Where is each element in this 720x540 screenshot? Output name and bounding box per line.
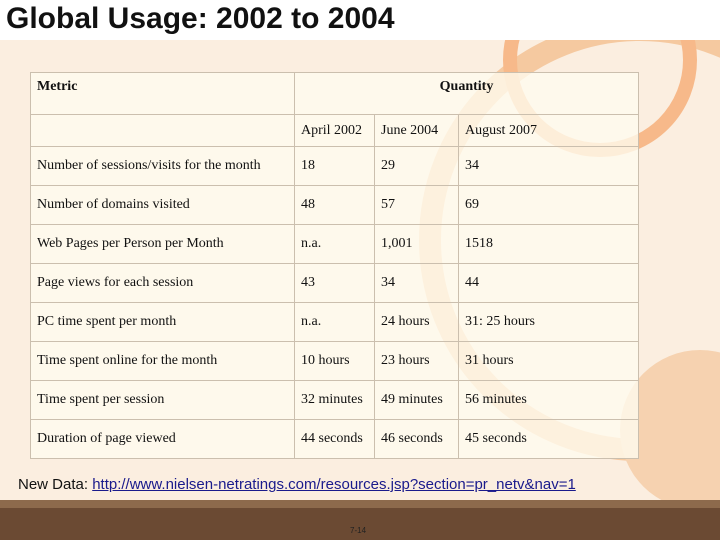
- data-row: PC time spent per month n.a. 24 hours 31: 2…: [30, 302, 639, 342]
- value-cell: 24 hours: [374, 302, 459, 342]
- metric-cell: PC time spent per month: [30, 302, 295, 342]
- value-cell: 56 minutes: [458, 380, 639, 420]
- value-cell: 32 minutes: [294, 380, 375, 420]
- metric-cell: Time spent online for the month: [30, 341, 295, 381]
- usage-table: Metric Quantity April 2002 June 2004 Augus…: [30, 72, 639, 459]
- value-cell: 48: [294, 185, 375, 225]
- subheader-row: April 2002 June 2004 August 2007: [30, 114, 639, 147]
- value-cell: 29: [374, 146, 459, 186]
- value-cell: 34: [374, 263, 459, 303]
- empty-cell: [30, 114, 295, 147]
- metric-cell: Web Pages per Person per Month: [30, 224, 295, 264]
- value-cell: 23 hours: [374, 341, 459, 381]
- header-cell: Quantity: [294, 72, 639, 115]
- metric-cell: Number of sessions/visits for the month: [30, 146, 295, 186]
- value-cell: 44 seconds: [294, 419, 375, 459]
- value-cell: 46 seconds: [374, 419, 459, 459]
- value-cell: 69: [458, 185, 639, 225]
- footer-label: New Data:: [18, 476, 89, 493]
- data-row: Duration of page viewed 44 seconds 46 seco…: [30, 419, 639, 459]
- value-cell: 45 seconds: [458, 419, 639, 459]
- value-cell: 18: [294, 146, 375, 186]
- footer: New Data: http://www.nielsen-netratings.…: [18, 476, 576, 493]
- value-cell: n.a.: [294, 302, 375, 342]
- page-number: 7-14: [350, 526, 367, 535]
- header-row: Metric Quantity: [30, 72, 639, 115]
- metric-cell: Number of domains visited: [30, 185, 295, 225]
- data-row: Number of sessions/visits for the month 1…: [30, 146, 639, 186]
- header-cell: Metric: [30, 72, 295, 115]
- data-row: Time spent per session 32 minutes 49 minut…: [30, 380, 639, 420]
- title-band: [0, 0, 720, 40]
- circle: [620, 350, 720, 510]
- footer-band-top: [0, 500, 720, 508]
- subheader-cell: August 2007: [458, 114, 639, 147]
- source-link[interactable]: http://www.nielsen-netratings.com/resour…: [92, 476, 576, 493]
- value-cell: 1,001: [374, 224, 459, 264]
- metric-cell: Page views for each session: [30, 263, 295, 303]
- value-cell: 31: 25 hours: [458, 302, 639, 342]
- metric-cell: Duration of page viewed: [30, 419, 295, 459]
- slide-title: Global Usage: 2002 to 2004: [6, 2, 395, 35]
- subheader-cell: June 2004: [374, 114, 459, 147]
- value-cell: 1518: [458, 224, 639, 264]
- value-cell: 57: [374, 185, 459, 225]
- value-cell: 31 hours: [458, 341, 639, 381]
- data-row: Page views for each session 43 34 44: [30, 263, 639, 303]
- subheader-cell: April 2002: [294, 114, 375, 147]
- value-cell: 43: [294, 263, 375, 303]
- data-row: Time spent online for the month 10 hours 2…: [30, 341, 639, 381]
- data-row: Web Pages per Person per Month n.a. 1,001 1…: [30, 224, 639, 264]
- value-cell: 44: [458, 263, 639, 303]
- value-cell: n.a.: [294, 224, 375, 264]
- data-row: Number of domains visited 48 57 69: [30, 185, 639, 225]
- value-cell: 49 minutes: [374, 380, 459, 420]
- metric-cell: Time spent per session: [30, 380, 295, 420]
- value-cell: 10 hours: [294, 341, 375, 381]
- value-cell: 34: [458, 146, 639, 186]
